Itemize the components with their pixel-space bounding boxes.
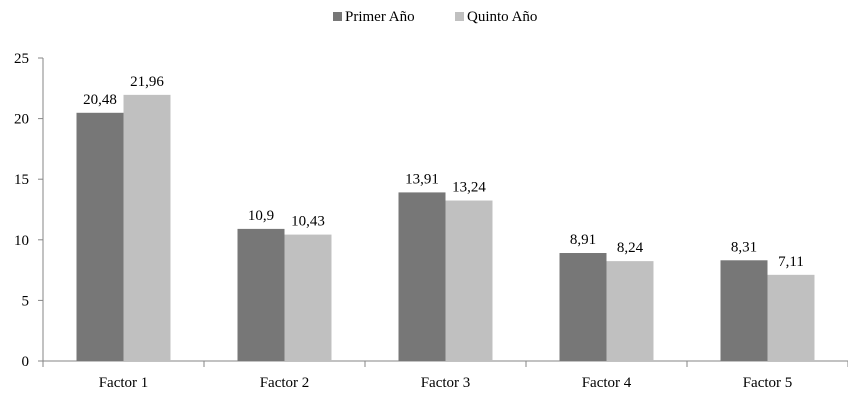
y-tick-label: 10 (14, 233, 29, 249)
data-label: 13,24 (452, 180, 486, 196)
data-label: 20,48 (83, 92, 117, 108)
legend: Primer Año Quinto Año (333, 9, 537, 25)
data-label: 13,91 (405, 171, 439, 187)
data-labels: 20,48 21,96 10,9 10,43 13,91 13,24 8,91 8,24 8,3… (83, 74, 804, 270)
y-tick-label: 0 (22, 354, 30, 370)
data-label: 7,11 (778, 254, 804, 270)
bar-primer-4 (559, 253, 607, 361)
bar-quinto-2 (284, 234, 332, 361)
bar-primer-1 (76, 112, 124, 361)
data-label: 10,43 (291, 214, 325, 230)
x-tick-label: Factor 1 (99, 375, 149, 391)
y-tick-label: 25 (14, 51, 29, 67)
bar-primer-2 (237, 228, 285, 361)
legend-label-primer: Primer Año (345, 9, 415, 25)
bars (76, 94, 815, 362)
bar-quinto-3 (445, 200, 493, 361)
legend-swatch-quinto (455, 12, 464, 21)
bar-primer-5 (720, 260, 768, 361)
x-tick-label: Factor 4 (582, 375, 632, 391)
y-axis: 0 5 10 15 20 25 (14, 51, 44, 370)
y-tick-label: 20 (14, 112, 29, 128)
bar-quinto-5 (767, 274, 815, 361)
data-label: 8,24 (617, 240, 644, 256)
y-tick-label: 5 (22, 293, 30, 309)
x-tick-label: Factor 3 (421, 375, 471, 391)
x-axis: Factor 1 Factor 2 Factor 3 Factor 4 Factor 5 (42, 360, 848, 391)
data-label: 10,9 (248, 208, 274, 224)
bar-quinto-4 (606, 261, 654, 361)
x-tick-label: Factor 5 (743, 375, 793, 391)
data-label: 21,96 (130, 74, 164, 90)
bar-quinto-1 (123, 94, 171, 362)
x-tick-label: Factor 2 (260, 375, 310, 391)
bar-primer-3 (398, 192, 446, 361)
legend-label-quinto: Quinto Año (467, 9, 537, 25)
data-label: 8,31 (731, 239, 757, 255)
y-tick-label: 15 (14, 172, 29, 188)
legend-swatch-primer (333, 12, 342, 21)
data-label: 8,91 (570, 232, 596, 248)
